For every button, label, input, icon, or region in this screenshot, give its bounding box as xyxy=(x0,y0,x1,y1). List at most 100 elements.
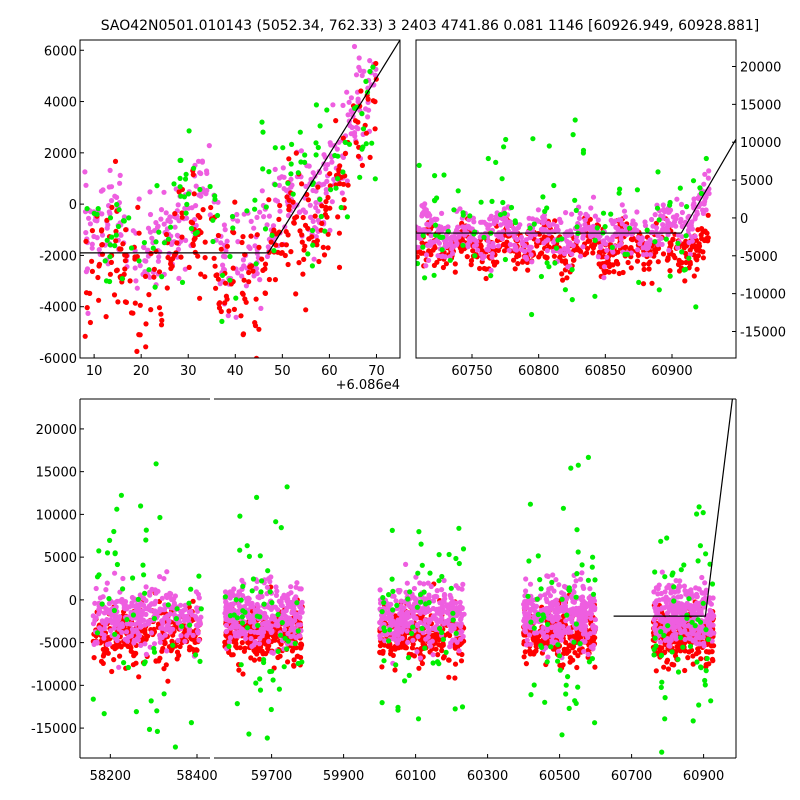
data-point-pink xyxy=(156,254,162,260)
data-point-pink xyxy=(692,216,698,222)
data-point-green xyxy=(90,696,96,702)
data-point-green xyxy=(94,574,101,580)
data-point-red xyxy=(198,229,204,236)
data-point-green xyxy=(393,662,399,668)
data-point-red xyxy=(195,253,201,259)
data-point-pink xyxy=(126,634,132,640)
data-point-green xyxy=(130,575,136,581)
data-point-red xyxy=(95,274,101,281)
data-point-pink xyxy=(523,254,529,260)
data-point-pink xyxy=(561,246,568,252)
data-point-red xyxy=(275,654,281,661)
data-point-pink xyxy=(545,654,551,660)
data-point-pink xyxy=(192,613,198,620)
data-point-pink xyxy=(399,618,405,624)
data-point-red xyxy=(341,197,347,203)
data-point-red xyxy=(99,242,105,248)
data-point-pink xyxy=(466,236,472,243)
data-point-green xyxy=(264,735,270,741)
data-point-pink xyxy=(426,257,432,263)
data-point-green xyxy=(114,561,120,568)
data-point-green xyxy=(439,629,445,636)
data-point-red xyxy=(197,295,203,301)
data-point-red xyxy=(236,667,242,673)
data-point-pink xyxy=(280,165,286,171)
data-point-red xyxy=(113,238,119,244)
data-point-green xyxy=(686,255,692,261)
data-point-pink xyxy=(234,211,240,218)
data-point-red xyxy=(635,252,642,258)
data-point-green xyxy=(531,625,537,631)
data-point-red xyxy=(512,266,518,272)
data-point-red xyxy=(100,660,106,667)
data-point-green xyxy=(268,706,274,713)
data-point-pink xyxy=(158,216,164,222)
data-point-green xyxy=(542,208,548,214)
data-point-red xyxy=(134,254,140,260)
data-point-pink xyxy=(477,234,483,240)
data-point-pink xyxy=(196,192,202,198)
data-point-pink xyxy=(101,635,107,641)
data-point-green xyxy=(590,591,597,597)
data-point-red xyxy=(696,649,702,655)
data-point-green xyxy=(107,254,113,260)
data-point-pink xyxy=(235,270,241,276)
data-point-red xyxy=(342,150,348,157)
data-point-pink xyxy=(387,617,393,623)
data-point-pink xyxy=(424,221,430,227)
data-point-pink xyxy=(283,187,289,193)
data-point-green xyxy=(171,181,177,187)
data-point-green xyxy=(698,190,705,196)
data-point-red xyxy=(452,675,458,681)
data-point-pink xyxy=(439,227,445,233)
data-point-red xyxy=(314,238,320,244)
data-point-pink xyxy=(670,214,677,220)
data-point-pink xyxy=(178,633,184,639)
data-point-red xyxy=(241,277,247,283)
data-point-pink xyxy=(243,283,249,289)
data-point-green xyxy=(153,239,159,245)
data-point-green xyxy=(297,129,303,135)
data-point-green xyxy=(198,606,204,612)
data-point-pink xyxy=(579,601,585,608)
data-point-pink xyxy=(383,632,390,638)
data-point-green xyxy=(432,198,438,204)
data-point-green xyxy=(114,506,120,512)
data-point-pink xyxy=(580,627,586,633)
data-point-red xyxy=(195,212,201,219)
data-point-red xyxy=(256,244,262,250)
data-point-red xyxy=(640,281,647,287)
data-point-red xyxy=(179,214,185,220)
data-point-pink xyxy=(286,615,292,621)
data-point-red xyxy=(625,259,631,266)
data-point-pink xyxy=(232,633,238,639)
data-point-pink xyxy=(165,622,171,628)
data-point-pink xyxy=(484,246,490,253)
data-point-green xyxy=(101,711,107,717)
data-point-pink xyxy=(498,222,504,228)
data-point-green xyxy=(317,196,323,202)
data-point-red xyxy=(286,207,292,213)
data-point-pink xyxy=(90,613,96,619)
data-point-pink xyxy=(546,615,552,621)
data-point-green xyxy=(379,700,385,706)
data-point-pink xyxy=(549,605,555,612)
data-point-pink xyxy=(355,126,361,132)
data-point-red xyxy=(192,637,198,644)
data-point-green xyxy=(165,236,172,242)
data-point-pink xyxy=(119,623,126,630)
data-point-pink xyxy=(585,651,591,658)
data-point-pink xyxy=(293,584,299,590)
data-point-pink xyxy=(682,636,688,643)
data-point-pink xyxy=(416,234,419,240)
data-point-red xyxy=(226,308,232,314)
data-point-green xyxy=(275,648,281,655)
data-point-red xyxy=(178,254,184,260)
data-point-red xyxy=(320,244,326,250)
data-point-green xyxy=(502,210,508,216)
data-point-green xyxy=(94,630,101,636)
data-point-red xyxy=(590,250,596,256)
data-point-red xyxy=(96,261,103,267)
data-point-green xyxy=(478,199,484,205)
